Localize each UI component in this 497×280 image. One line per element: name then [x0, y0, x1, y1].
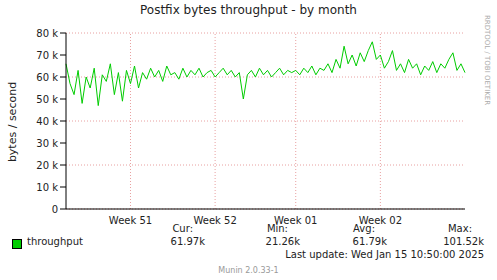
- svg-text:Week 51: Week 51: [109, 215, 152, 226]
- svg-text:70 k: 70 k: [36, 50, 58, 61]
- html-text:Min:: Min:: [266, 223, 288, 234]
- svg-text:10 k: 10 k: [36, 182, 58, 193]
- html-text:61.79k: 61.79k: [352, 236, 387, 247]
- html-text:bytes / second: bytes / second: [5, 81, 19, 163]
- html-text:Avg:: Avg:: [353, 223, 375, 234]
- html-text:Last update: Wed Jan 15 10:50:: Last update: Wed Jan 15 10:50:00 2025: [285, 249, 484, 260]
- html-text:101.52k: 101.52k: [443, 236, 484, 247]
- svg-text:20 k: 20 k: [36, 160, 58, 171]
- html-text:Munin 2.0.33-1: Munin 2.0.33-1: [218, 266, 279, 275]
- svg-text:0: 0: [52, 204, 58, 215]
- svg-text:60 k: 60 k: [36, 72, 58, 83]
- svg-text:40 k: 40 k: [36, 116, 58, 127]
- svg-text:Week 52: Week 52: [193, 215, 236, 226]
- html-text:RRDTOOL / TOBI OETIKER: RRDTOOL / TOBI OETIKER: [483, 14, 491, 106]
- svg-text:50 k: 50 k: [36, 94, 58, 105]
- html-text:21.26k: 21.26k: [265, 236, 300, 247]
- html-text:61.97k: 61.97k: [170, 236, 205, 247]
- html-text:Cur:: Cur:: [172, 223, 193, 234]
- svg-text:30 k: 30 k: [36, 138, 58, 149]
- html-text:throughput: throughput: [27, 236, 83, 247]
- html-text:Max:: Max:: [448, 223, 472, 234]
- html-text:Postfix bytes throughput - by: Postfix bytes throughput - by month: [140, 3, 357, 17]
- svg-text:Week 02: Week 02: [358, 215, 402, 227]
- svg-text:80 k: 80 k: [36, 28, 58, 39]
- svg-text:Week 01: Week 01: [274, 215, 318, 227]
